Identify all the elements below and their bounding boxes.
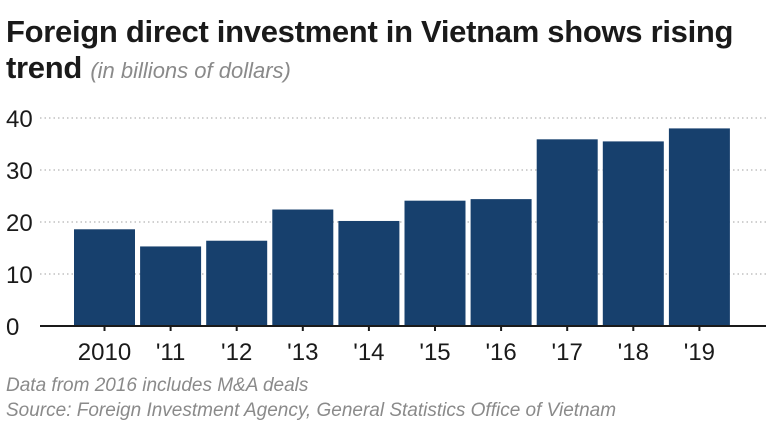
footnote-note: Data from 2016 includes M&A deals	[6, 375, 309, 396]
chart-subtitle: (in billions of dollars)	[90, 58, 291, 83]
x-tick-label: 2010	[78, 339, 131, 366]
bar	[338, 220, 400, 326]
x-tick-label: '11	[156, 339, 186, 366]
bar	[272, 209, 334, 326]
y-tick-label: 0	[6, 314, 19, 341]
y-tick-label: 20	[6, 210, 33, 237]
x-tick-label: '12	[221, 339, 252, 366]
x-tick-label: '18	[618, 339, 649, 366]
x-tick-label: '14	[353, 339, 384, 366]
bar	[206, 240, 268, 326]
chart-title: Foreign direct investment in Vietnam sho…	[6, 14, 766, 89]
y-tick-label: 10	[6, 262, 33, 289]
bar	[536, 139, 598, 326]
y-tick-label: 30	[6, 158, 33, 185]
x-tick-label: '13	[287, 339, 318, 366]
x-tick-label: '17	[552, 339, 583, 366]
chart-title-text: Foreign direct investment in Vietnam sho…	[6, 14, 734, 85]
x-tick-label: '19	[684, 339, 715, 366]
x-tick-label: '15	[419, 339, 450, 366]
bar	[602, 141, 664, 326]
bar	[470, 199, 532, 326]
bar	[404, 200, 466, 326]
bar	[74, 229, 135, 326]
x-tick-label: '16	[485, 339, 516, 366]
footnote-source: Source: Foreign Investment Agency, Gener…	[6, 400, 617, 421]
y-tick-label: 40	[6, 106, 33, 133]
bar	[668, 128, 730, 326]
bar	[140, 246, 202, 326]
